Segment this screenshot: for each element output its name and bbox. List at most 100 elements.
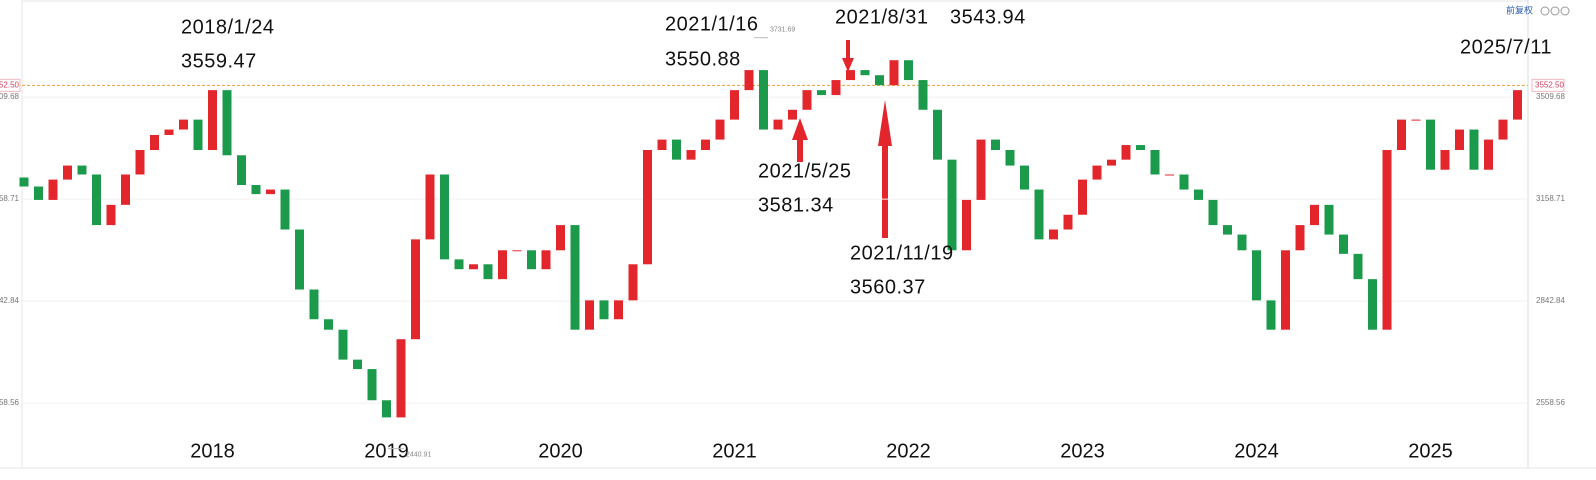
adjust-label[interactable]: 前复权 — [1506, 4, 1533, 15]
candle — [1440, 150, 1450, 170]
y-tick-label: 3509.68 — [0, 92, 20, 101]
reference-label: 3552.50 — [1535, 80, 1564, 89]
y-tick-label: 2558.56 — [0, 398, 20, 407]
candle — [947, 159, 957, 251]
candle — [759, 70, 768, 130]
candle — [744, 70, 754, 91]
candle — [135, 150, 145, 175]
candle — [1020, 165, 1029, 190]
annotation-date: 2018/1/24 — [181, 16, 274, 38]
arrow — [842, 40, 854, 72]
icon[interactable] — [1560, 6, 1570, 16]
candle — [1078, 179, 1087, 215]
annotation-price: 3560.37 — [850, 276, 926, 298]
candle — [1411, 119, 1421, 121]
candle — [193, 119, 203, 151]
candle — [846, 70, 855, 81]
y-tick-label: 3158.71 — [0, 194, 20, 203]
candle — [454, 259, 464, 270]
toolbar-icons — [1540, 6, 1570, 16]
candle — [1092, 165, 1102, 180]
candle — [483, 264, 493, 280]
annotation-price: 3543.94 — [950, 6, 1026, 28]
candle — [976, 139, 986, 200]
candle — [164, 129, 174, 135]
candle — [802, 90, 812, 110]
candle — [527, 250, 536, 270]
candle — [643, 150, 652, 265]
candle — [1266, 300, 1276, 330]
candle — [19, 177, 29, 187]
candle — [1165, 174, 1174, 176]
arrow — [792, 118, 808, 162]
candle — [106, 204, 116, 226]
annotation-price: 3550.88 — [665, 48, 741, 70]
y-tick-label: 3509.68 — [1536, 92, 1565, 101]
x-tick-label: 2023 — [1060, 440, 1105, 462]
candle — [991, 139, 1000, 151]
candles — [19, 60, 1522, 418]
candle — [788, 109, 797, 120]
candle — [657, 139, 667, 151]
x-tick-label: 2021 — [712, 440, 757, 462]
candle — [1208, 199, 1218, 226]
candle — [614, 300, 623, 320]
y-tick-label: 3158.71 — [1536, 194, 1565, 203]
candle — [396, 339, 406, 418]
candle — [933, 109, 942, 160]
candle — [701, 139, 710, 151]
candle — [556, 225, 565, 251]
candle — [715, 119, 725, 140]
x-tick-label: 2022 — [886, 440, 931, 462]
candle — [1121, 145, 1131, 160]
candle — [498, 250, 507, 280]
reference-label-box — [1531, 78, 1565, 92]
candle — [686, 150, 696, 160]
candle — [1252, 250, 1261, 301]
icon[interactable] — [1540, 6, 1550, 16]
candle — [309, 289, 319, 320]
candle — [628, 264, 638, 301]
candle — [1150, 150, 1160, 175]
x-tick-label: 2019 — [364, 440, 409, 462]
min-label: 2440.91 — [406, 451, 431, 458]
candle — [1469, 129, 1479, 170]
candle — [222, 90, 232, 156]
candle — [1339, 234, 1348, 254]
candle — [208, 90, 217, 151]
x-tick-label: 2024 — [1234, 440, 1279, 462]
icon[interactable] — [1550, 6, 1560, 16]
x-tick-label: 2018 — [190, 440, 235, 462]
annotation-price: 3559.47 — [181, 50, 257, 72]
reference-label-box — [0, 78, 21, 92]
candle — [338, 329, 348, 360]
candle — [672, 139, 681, 160]
candle — [324, 319, 333, 330]
annotation-date: 2025/7/11 — [1460, 36, 1552, 58]
reference-label: 3552.50 — [0, 80, 20, 89]
candle — [904, 60, 913, 81]
y-tick-label: 2842.84 — [1536, 296, 1565, 305]
candle — [63, 165, 72, 180]
candle — [889, 60, 899, 86]
annotation-price: 3581.34 — [758, 194, 834, 216]
candle — [1368, 279, 1377, 330]
candle — [773, 119, 783, 130]
candle — [1107, 159, 1116, 166]
candle — [1049, 229, 1058, 240]
candle — [1353, 253, 1363, 280]
candle — [1034, 189, 1044, 240]
x-tick-label: 2025 — [1408, 440, 1453, 462]
max-label: 3731.69 — [770, 27, 795, 34]
candle — [440, 174, 449, 260]
candle — [1223, 225, 1232, 235]
candle — [251, 185, 261, 195]
candle — [179, 119, 188, 130]
candle — [237, 155, 246, 186]
candle — [875, 75, 884, 86]
candle — [1484, 139, 1493, 170]
candle — [817, 90, 826, 96]
candle — [266, 189, 275, 195]
annotation-date: 2021/11/19 — [850, 242, 954, 264]
